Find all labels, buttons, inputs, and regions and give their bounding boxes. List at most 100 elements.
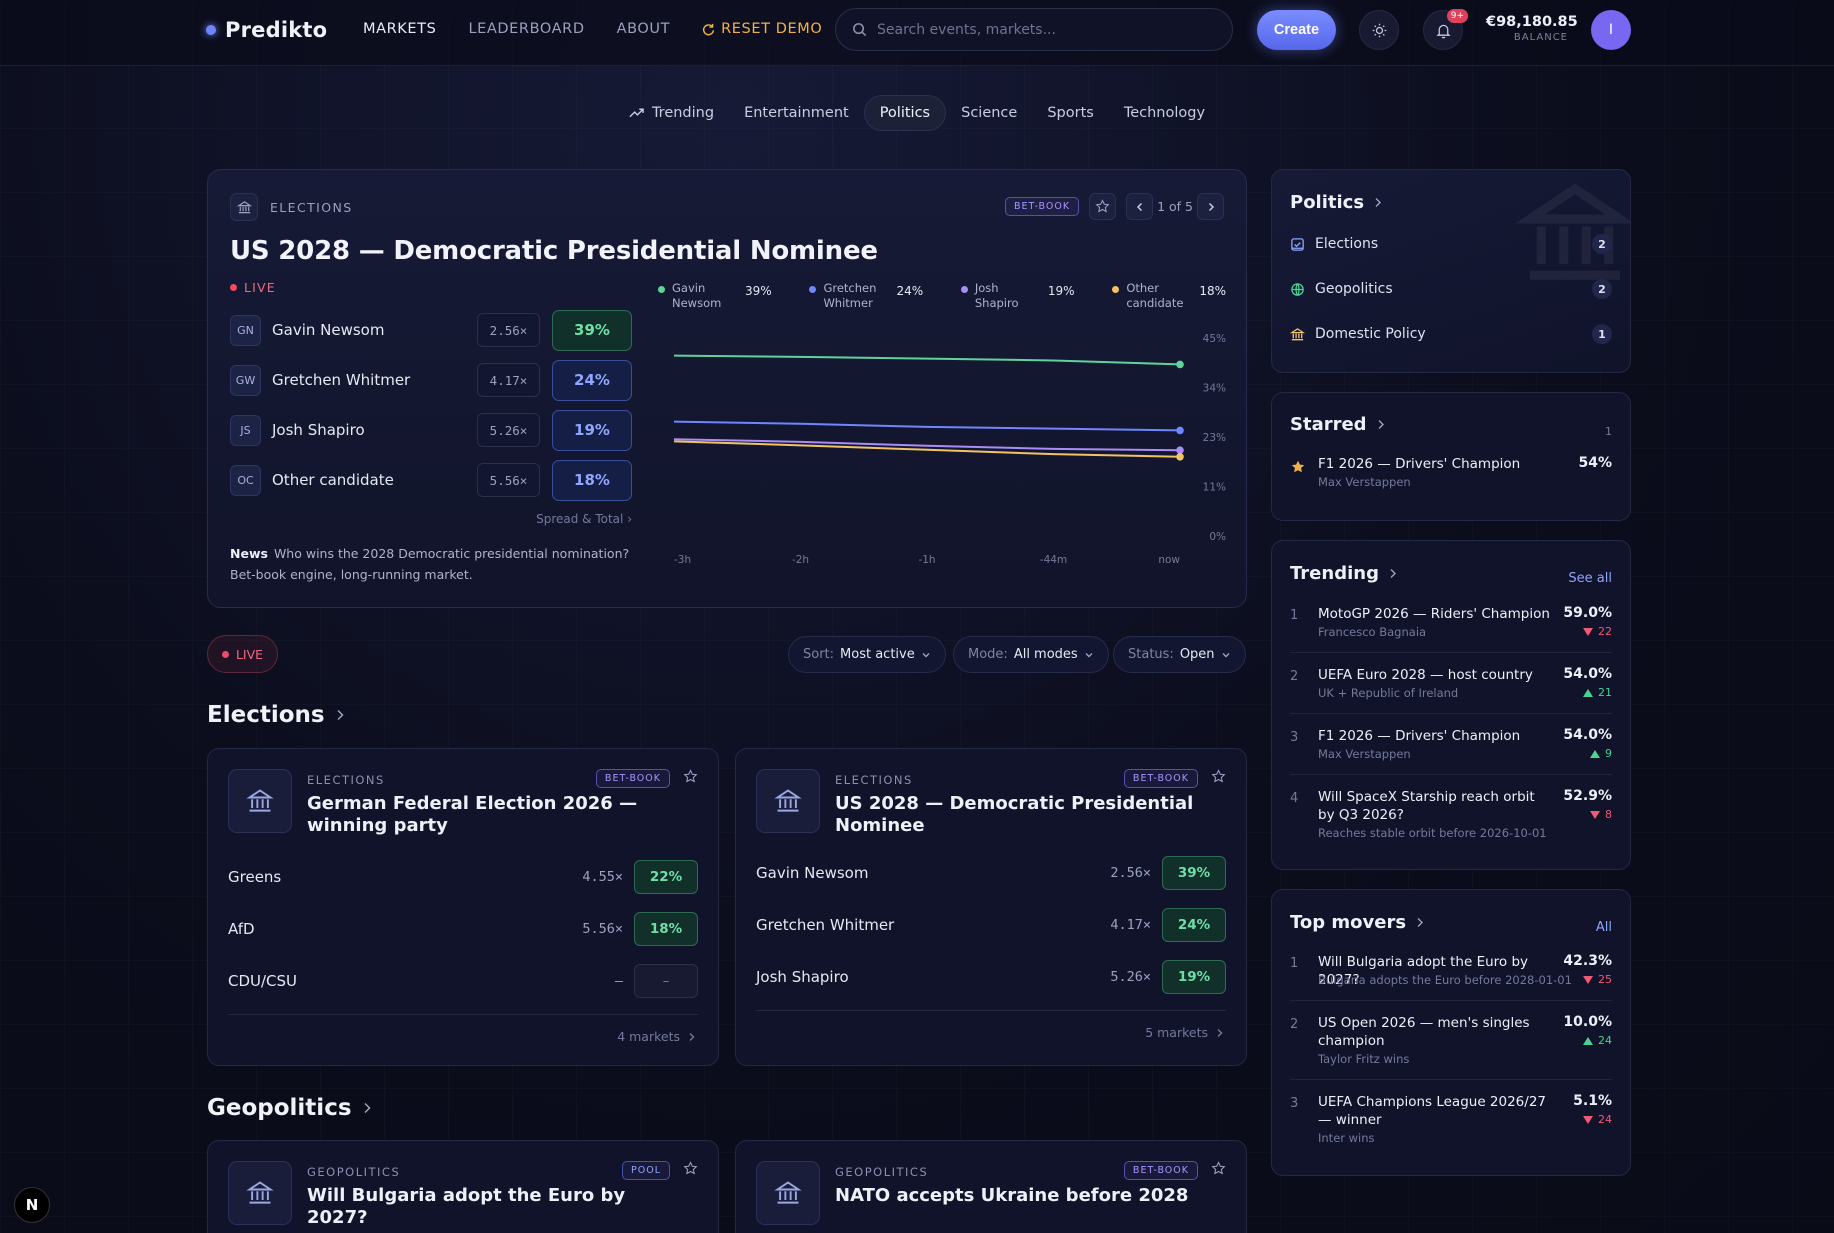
card-divider: [756, 1010, 1226, 1011]
card-outcome-row[interactable]: Gavin Newsom 2.56× 39%: [756, 855, 1226, 891]
star-icon[interactable]: [1211, 1161, 1226, 1176]
markets-count: 4 markets: [617, 1029, 680, 1044]
card-outcome-row[interactable]: Greens 4.55× 22%: [228, 859, 698, 895]
sidebar-item-elections[interactable]: Elections 2: [1290, 234, 1612, 254]
card-title[interactable]: Will Bulgaria adopt the Euro by 2027?: [307, 1185, 626, 1228]
outcome-probability-button[interactable]: 24%: [552, 359, 632, 401]
nav-reset-demo[interactable]: RESET DEMO: [702, 21, 822, 37]
star-icon[interactable]: [683, 1161, 698, 1176]
nav-about[interactable]: ABOUT: [616, 21, 671, 37]
market-card[interactable]: GEOPOLITICS BET-BOOK NATO accepts Ukrain…: [735, 1140, 1247, 1233]
outcome-probability-button[interactable]: 24%: [1162, 908, 1226, 942]
panel-title-trending[interactable]: Trending: [1290, 563, 1397, 584]
user-avatar[interactable]: I: [1591, 10, 1631, 50]
nav-leaderboard[interactable]: LEADERBOARD: [468, 21, 585, 37]
tab-label: Trending: [651, 105, 715, 121]
tab-trending[interactable]: Trending: [614, 95, 729, 131]
card-category: GEOPOLITICS: [307, 1165, 401, 1179]
search-input[interactable]: [877, 21, 1207, 38]
chart-legend: Gavin Newsom 39% Gretchen Whitmer 24% Josh…: [658, 281, 1226, 311]
create-button[interactable]: Create: [1257, 10, 1336, 50]
hero-title[interactable]: US 2028 — Democratic Presidential Nomine…: [230, 236, 878, 266]
market-card[interactable]: ELECTIONS BET-BOOK US 2028 — Democratic …: [735, 748, 1247, 1066]
sidebar-item-geopolitics[interactable]: Geopolitics 2: [1290, 279, 1612, 299]
card-outcome-row[interactable]: CDU/CSU – –: [228, 963, 698, 999]
card-markets-link[interactable]: 4 markets: [617, 1029, 696, 1044]
outcome-probability-button[interactable]: –: [634, 964, 698, 998]
search-box[interactable]: [835, 8, 1233, 51]
see-all-link[interactable]: All: [1595, 920, 1612, 935]
outcome-row[interactable]: JS Josh Shapiro 5.26× 19%: [230, 405, 632, 455]
outcome-row[interactable]: GW Gretchen Whitmer 4.17× 24%: [230, 355, 632, 405]
balance-display[interactable]: €98,180.85 BALANCE: [1486, 14, 1578, 43]
prev-button[interactable]: [1126, 193, 1154, 220]
outcome-probability-button[interactable]: 19%: [552, 409, 632, 451]
tab-sports[interactable]: Sports: [1047, 105, 1094, 121]
legend-dot: [1112, 286, 1120, 293]
chevron-right-icon: [1417, 918, 1424, 927]
star-icon[interactable]: [1211, 769, 1226, 784]
featured-market-card[interactable]: ELECTIONS US 2028 — Democratic President…: [207, 169, 1247, 608]
mode-dropdown[interactable]: Mode: All modes: [953, 636, 1109, 673]
outcome-multiplier: 4.55×: [582, 869, 623, 885]
outcome-probability-button[interactable]: 39%: [552, 309, 632, 351]
card-markets-link[interactable]: 5 markets: [1145, 1025, 1224, 1040]
trending-item[interactable]: 3 F1 2026 — Drivers' Champion Max Versta…: [1290, 727, 1612, 767]
trending-item[interactable]: 1 MotoGP 2026 — Riders' Champion Frances…: [1290, 605, 1612, 645]
market-card[interactable]: GEOPOLITICS POOL Will Bulgaria adopt the…: [207, 1140, 719, 1233]
item-delta: 25: [1583, 973, 1612, 986]
trending-item[interactable]: 4 Will SpaceX Starship reach orbit by Q3…: [1290, 788, 1612, 848]
card-title[interactable]: NATO accepts Ukraine before 2028: [835, 1185, 1189, 1206]
notifications-button[interactable]: 9+: [1423, 9, 1468, 50]
star-icon[interactable]: [683, 769, 698, 784]
trending-item[interactable]: 2 UEFA Euro 2028 — host country UK + Rep…: [1290, 666, 1612, 706]
status-dropdown[interactable]: Status: Open: [1113, 636, 1246, 673]
tab-entertainment[interactable]: Entertainment: [744, 105, 849, 121]
triangle-down-icon: [1590, 810, 1600, 819]
mover-item[interactable]: 1 Will Bulgaria adopt the Euro by 2027? …: [1290, 953, 1612, 993]
y-tick-label: 0%: [1209, 531, 1226, 543]
tab-technology[interactable]: Technology: [1123, 105, 1206, 121]
panel-title-starred[interactable]: Starred: [1290, 414, 1385, 435]
brand-logo[interactable]: Predikto: [206, 18, 327, 42]
nav-markets[interactable]: MARKETS: [363, 21, 437, 37]
sidebar-item-domestic-policy[interactable]: Domestic Policy 1: [1290, 324, 1612, 344]
chevron-right-icon: [1208, 202, 1214, 211]
section-title-geopolitics[interactable]: Geopolitics: [207, 1095, 372, 1121]
live-filter-pill[interactable]: LIVE: [207, 635, 278, 673]
legend-dot: [658, 286, 665, 293]
outcome-multiplier: 4.17×: [477, 363, 540, 397]
outcome-probability-button[interactable]: 19%: [1162, 960, 1226, 994]
card-title[interactable]: German Federal Election 2026 — winning p…: [307, 793, 638, 836]
mover-item[interactable]: 3 UEFA Champions League 2026/27 — winner…: [1290, 1093, 1612, 1153]
outcome-row[interactable]: GN Gavin Newsom 2.56× 39%: [230, 305, 632, 355]
star-button[interactable]: [1089, 193, 1117, 220]
outcome-probability-button[interactable]: 18%: [552, 459, 632, 501]
dev-tools-badge[interactable]: N: [14, 1187, 50, 1223]
outcome-name: Gavin Newsom: [272, 321, 385, 339]
spread-total-link[interactable]: Spread & Total ›: [536, 512, 632, 526]
outcome-probability-button[interactable]: 18%: [634, 912, 698, 946]
sort-dropdown[interactable]: Sort: Most active: [788, 636, 946, 673]
panel-title-politics[interactable]: Politics: [1290, 192, 1382, 213]
card-outcome-row[interactable]: Josh Shapiro 5.26× 19%: [756, 959, 1226, 995]
tab-politics[interactable]: Politics: [863, 95, 947, 131]
market-card[interactable]: ELECTIONS BET-BOOK German Federal Electi…: [207, 748, 719, 1066]
outcome-name: Gavin Newsom: [756, 864, 869, 882]
tab-science[interactable]: Science: [961, 105, 1018, 121]
outcome-row[interactable]: OC Other candidate 5.56× 18%: [230, 455, 632, 505]
outcome-probability-button[interactable]: 22%: [634, 860, 698, 894]
rank: 4: [1290, 791, 1299, 806]
see-all-link[interactable]: See all: [1568, 571, 1612, 586]
theme-toggle-button[interactable]: [1359, 10, 1399, 50]
card-outcome-row[interactable]: AfD 5.56× 18%: [228, 911, 698, 947]
outcome-probability-button[interactable]: 39%: [1162, 856, 1226, 890]
card-divider: [228, 1014, 698, 1015]
section-title-elections[interactable]: Elections: [207, 702, 345, 728]
card-title[interactable]: US 2028 — Democratic Presidential Nomine…: [835, 793, 1194, 836]
mover-item[interactable]: 2 US Open 2026 — men's singles champion …: [1290, 1014, 1612, 1074]
panel-title-top-movers[interactable]: Top movers: [1290, 912, 1424, 933]
starred-item[interactable]: F1 2026 — Drivers' Champion Max Verstapp…: [1290, 455, 1612, 495]
card-outcome-row[interactable]: Gretchen Whitmer 4.17× 24%: [756, 907, 1226, 943]
next-button[interactable]: [1197, 193, 1224, 220]
